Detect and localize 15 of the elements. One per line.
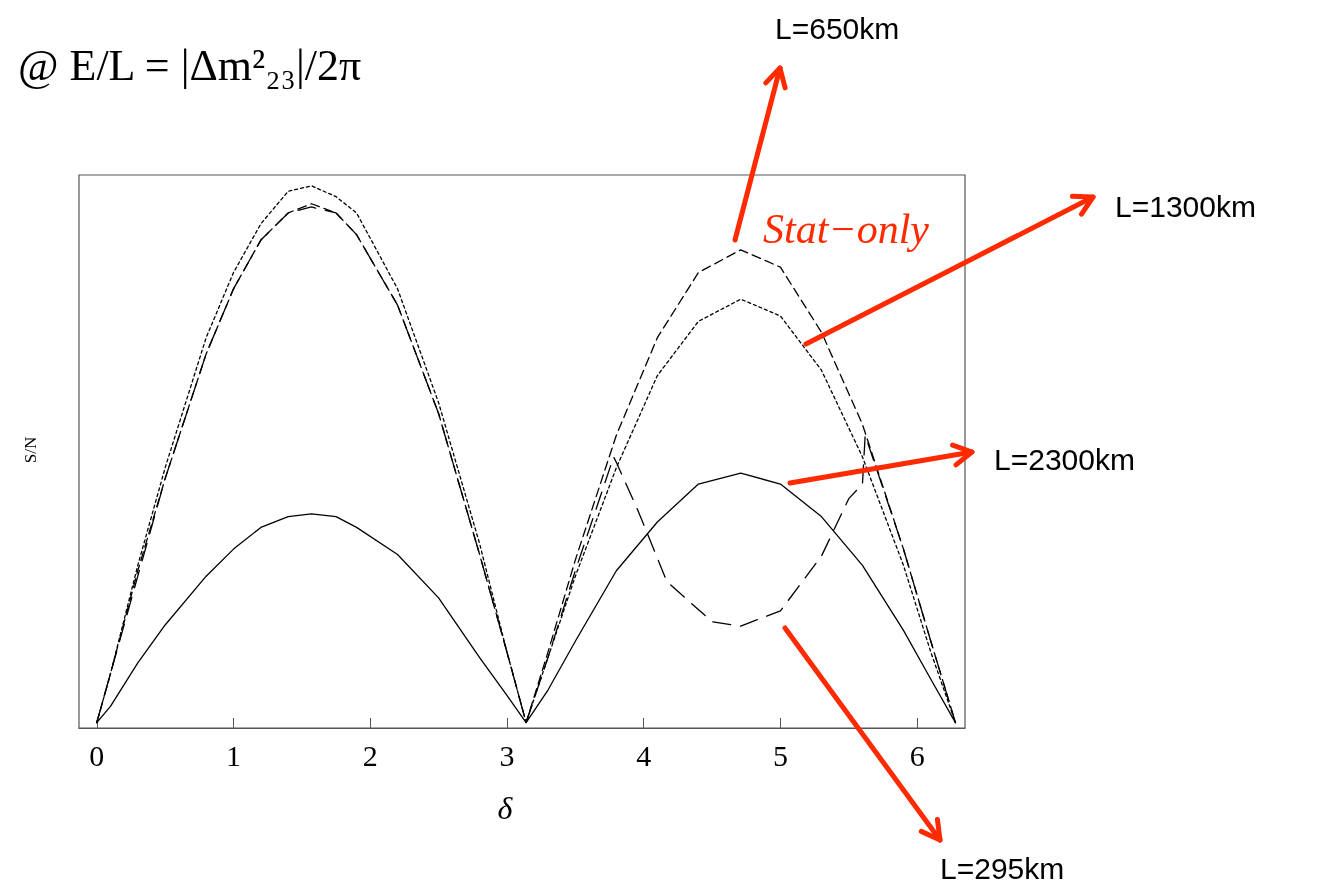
chart-title: @ E/L = |Δm²₂₃|/2π <box>18 40 362 91</box>
x-tick-label: 3 <box>499 738 515 772</box>
x-tick-label: 1 <box>226 738 241 772</box>
text: L=295km <box>940 852 1065 886</box>
text: L=650km <box>775 12 900 46</box>
x-axis-title: δ <box>496 790 514 827</box>
text: L=2300km <box>994 443 1135 477</box>
annotation: Stat−only <box>763 205 929 253</box>
text: L=1300km <box>1115 190 1256 224</box>
y-axis-title: S/N <box>21 436 42 464</box>
x-tick-label: 5 <box>772 738 788 772</box>
x-tick-label: 2 <box>362 738 378 772</box>
x-tick-label: 4 <box>636 738 652 772</box>
x-tick-label: 6 <box>909 738 925 772</box>
x-tick-label: 0 <box>89 738 105 772</box>
